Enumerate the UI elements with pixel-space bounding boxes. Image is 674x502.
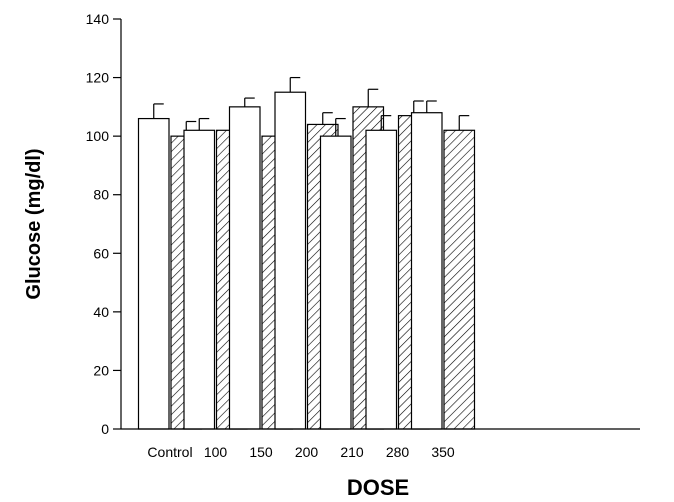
y-tick-label: 40 — [93, 304, 109, 320]
axes-layer: Control 100 150 200 210 280 350 0 20 40 60 80 100 120… — [86, 11, 640, 460]
y-tick-label: 80 — [93, 187, 109, 203]
y-axis-title: Glucose (mg/dl) — [23, 148, 45, 299]
x-tick-label: 200 — [295, 444, 319, 460]
y-tick-label: 100 — [86, 128, 110, 144]
bar-350-series-2 — [443, 129, 476, 430]
x-tick-label: 280 — [386, 444, 410, 460]
x-tick-label: 150 — [249, 444, 273, 460]
bar-control-series-1 — [137, 117, 170, 430]
bar-200-series-1 — [274, 91, 307, 430]
y-tick-label: 0 — [101, 421, 109, 437]
x-tick-label: 350 — [431, 444, 455, 460]
bar-100-series-1 — [183, 129, 216, 430]
bars-layer — [137, 76, 476, 430]
x-tick-label: 100 — [204, 444, 228, 460]
bar-210-series-1 — [319, 135, 352, 430]
bar-350-series-1 — [410, 112, 443, 430]
bar-280-series-1 — [365, 129, 398, 430]
x-tick-label: 210 — [340, 444, 364, 460]
y-tick-label: 140 — [86, 11, 110, 27]
y-tick-label: 60 — [93, 245, 109, 261]
x-axis-title: DOSE — [347, 475, 409, 500]
bar-150-series-1 — [228, 106, 261, 430]
x-tick-label: Control — [147, 444, 192, 460]
y-tick-label: 120 — [86, 70, 110, 86]
y-tick-label: 20 — [93, 362, 109, 378]
